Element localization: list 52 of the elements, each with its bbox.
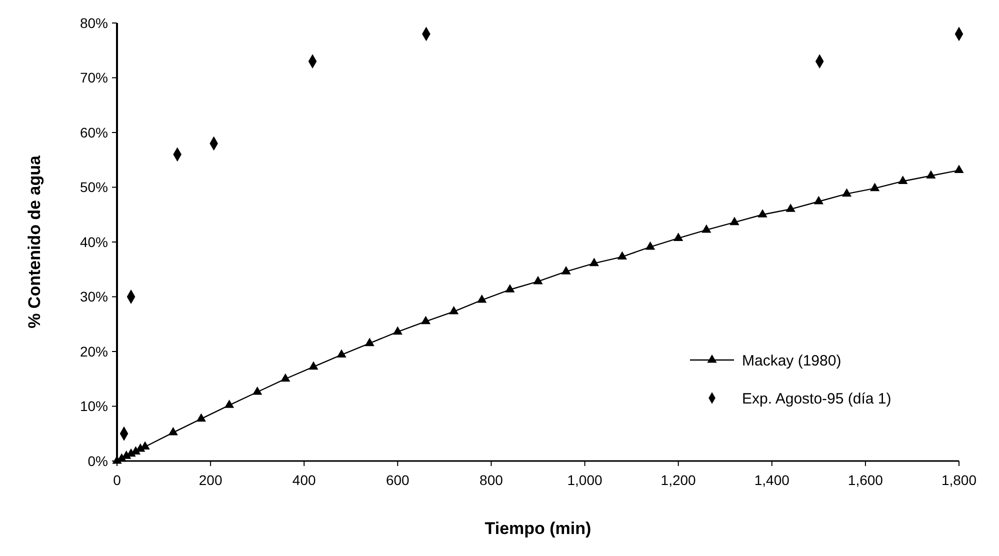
point bbox=[561, 266, 571, 274]
y-tick-label: 20% bbox=[80, 343, 108, 360]
x-tick-label: 800 bbox=[480, 472, 504, 488]
y-axis-title: % Contenido de agua bbox=[25, 155, 44, 328]
point bbox=[364, 338, 374, 346]
point bbox=[420, 316, 431, 324]
point bbox=[730, 216, 740, 226]
x-axis-title: Tiempo (min) bbox=[484, 519, 592, 538]
point bbox=[505, 284, 515, 292]
legend-label: Exp. Agosto-95 (día 1) bbox=[742, 390, 892, 408]
legend-label: Mackay (1980) bbox=[742, 352, 842, 370]
point bbox=[336, 349, 346, 358]
x-tick-label: 600 bbox=[386, 472, 410, 488]
x-tick-label: 400 bbox=[292, 472, 316, 488]
point bbox=[168, 426, 178, 436]
x-tick-label: 1,000 bbox=[567, 472, 602, 488]
point bbox=[448, 306, 459, 314]
y-tick-label: 60% bbox=[80, 124, 108, 140]
point bbox=[533, 276, 543, 284]
x-tick-label: 0 bbox=[113, 472, 122, 488]
point bbox=[196, 413, 206, 422]
point bbox=[702, 224, 712, 233]
point bbox=[786, 204, 796, 212]
y-tick-label: 50% bbox=[80, 179, 108, 196]
x-tick-label: 1,400 bbox=[754, 472, 790, 488]
point bbox=[589, 258, 599, 266]
point bbox=[617, 251, 628, 260]
x-tick-label: 1,200 bbox=[660, 472, 696, 488]
point bbox=[814, 196, 824, 204]
point bbox=[926, 170, 936, 179]
y-tick-label: 70% bbox=[80, 70, 108, 86]
x-tick-label: 1,600 bbox=[848, 472, 884, 488]
point bbox=[758, 209, 768, 218]
y-tick-label: 0% bbox=[88, 452, 108, 469]
point bbox=[674, 232, 684, 241]
y-tick-label: 10% bbox=[80, 398, 108, 414]
point bbox=[224, 400, 234, 408]
point bbox=[954, 164, 964, 174]
point bbox=[252, 386, 262, 395]
x-tick-label: 200 bbox=[198, 472, 222, 488]
point bbox=[645, 241, 656, 250]
point bbox=[392, 326, 402, 335]
x-tick-label: 1,800 bbox=[941, 472, 977, 488]
point bbox=[308, 361, 318, 370]
point bbox=[870, 182, 880, 192]
y-tick-label: 40% bbox=[80, 234, 108, 250]
y-tick-label: 30% bbox=[80, 288, 108, 305]
point bbox=[280, 373, 290, 382]
point bbox=[842, 188, 852, 197]
point bbox=[898, 176, 908, 184]
point bbox=[477, 294, 487, 303]
y-tick-label: 80% bbox=[80, 14, 108, 31]
